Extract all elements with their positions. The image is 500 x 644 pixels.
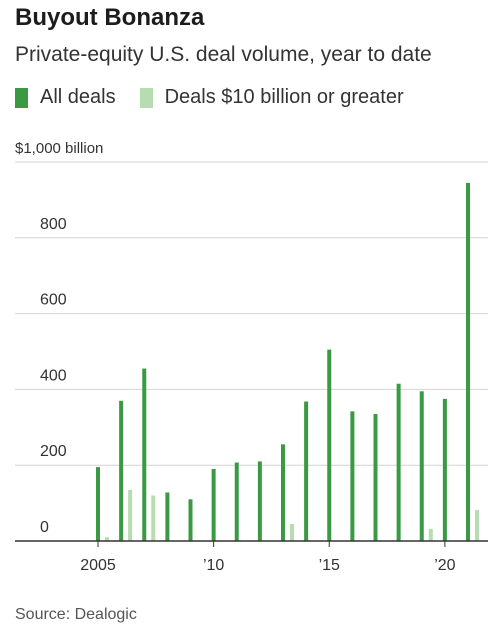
bar-all-deals (350, 411, 355, 541)
bar-all-deals (211, 468, 216, 541)
bar-all-deals (327, 349, 332, 541)
legend-swatch-large-deals (139, 87, 153, 108)
y-tick-label: 600 (40, 292, 67, 309)
y-tick-label: 0 (40, 519, 49, 536)
bar-large-deals (151, 495, 156, 541)
bar-all-deals (96, 467, 100, 541)
bar-all-deals (373, 414, 378, 541)
y-tick-label: 200 (40, 443, 67, 460)
bar-all-deals (257, 461, 262, 541)
bar-large-deals (128, 489, 133, 541)
y-tick-label: 400 (40, 367, 67, 384)
legend: All deals Deals $10 billion or greater (15, 86, 428, 109)
bar-large-deals (290, 523, 294, 541)
legend-swatch-all-deals (15, 87, 28, 108)
y-tick-label: 800 (40, 216, 67, 233)
x-tick-label: ’15 (319, 557, 340, 574)
bar-all-deals (442, 398, 447, 541)
legend-item-large-deals: Deals $10 billion or greater (139, 86, 404, 109)
x-tick-label: ’20 (434, 557, 455, 574)
bar-all-deals (466, 182, 470, 541)
bar-all-deals (396, 383, 401, 541)
bar-all-deals (142, 368, 147, 541)
x-tick-label: ’10 (203, 557, 224, 574)
chart-title: Buyout Bonanza (15, 4, 205, 31)
bar-all-deals (281, 444, 285, 541)
bar-all-deals (188, 499, 193, 541)
legend-item-all-deals: All deals (15, 86, 116, 109)
bar-large-deals (428, 528, 433, 541)
bar-all-deals (304, 401, 309, 541)
bar-large-deals (105, 537, 109, 541)
bar-all-deals (165, 492, 170, 541)
bar-all-deals (419, 391, 424, 541)
x-tick-label: 2005 (80, 557, 116, 574)
legend-label-all-deals: All deals (40, 86, 116, 108)
y-unit-label: $1,000 billion (15, 140, 103, 157)
bar-all-deals (234, 462, 239, 541)
source-note: Source: Dealogic (15, 606, 137, 623)
chart-subtitle: Private-equity U.S. deal volume, year to… (15, 43, 432, 66)
bar-all-deals (119, 400, 124, 541)
legend-label-large-deals: Deals $10 billion or greater (164, 86, 404, 108)
bar-large-deals (475, 509, 479, 541)
